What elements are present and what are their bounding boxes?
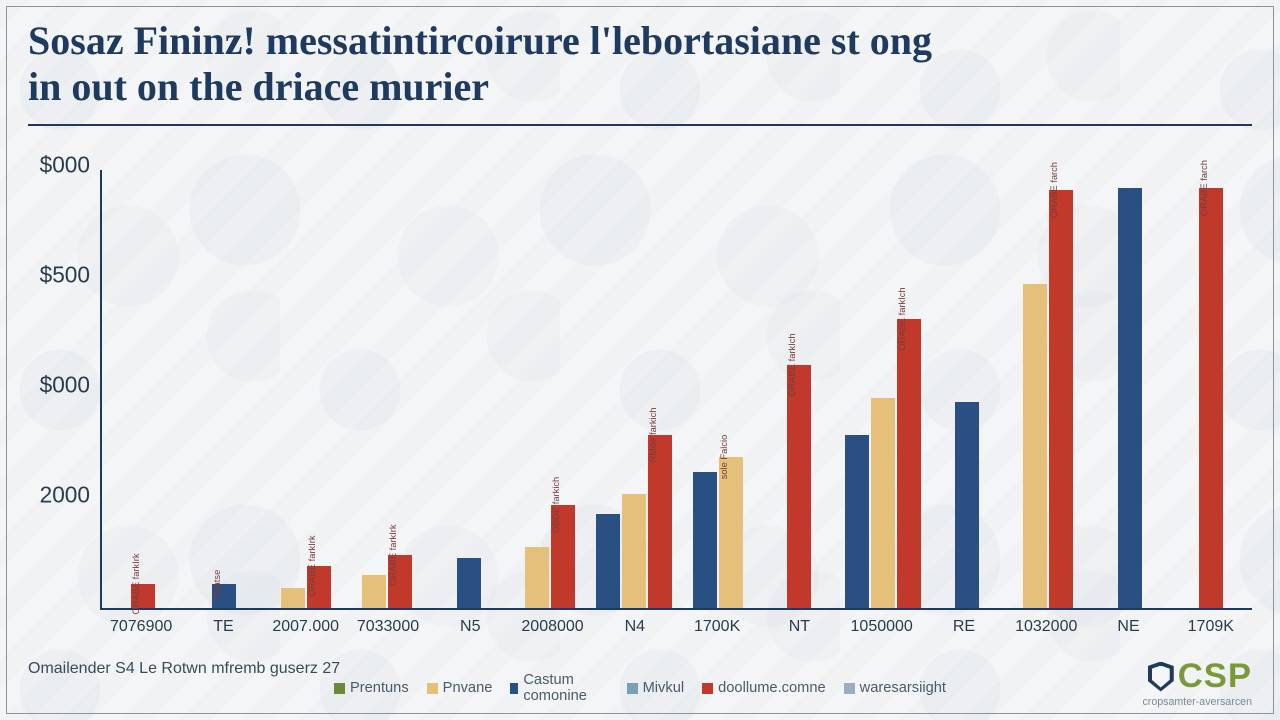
x-tick-label: 2008000 <box>511 610 593 650</box>
bar-group: RMde farkich <box>591 170 677 608</box>
bar <box>596 514 620 608</box>
bar-group: ORABE farkIrk <box>265 170 347 608</box>
bar: ORABE farkIch <box>897 319 921 608</box>
shield-icon <box>1148 662 1174 692</box>
legend-item: Prentuns <box>334 672 409 704</box>
x-tick-label: 2007.000 <box>265 610 347 650</box>
legend-swatch <box>702 683 713 694</box>
legend-swatch <box>510 683 518 694</box>
legend-label: Pnvane <box>443 680 493 696</box>
bar <box>1023 284 1047 608</box>
bar-value-label: ORABE farch <box>1049 162 1061 218</box>
legend-label: doollume.comne <box>718 680 826 696</box>
bar <box>525 547 549 608</box>
bar-value-label: OBDE farkich <box>551 477 563 534</box>
legend-swatch <box>627 683 638 694</box>
bar: ORABE farkIrk <box>307 566 331 608</box>
footer: Omailender S4 Le Rotwn mfremb guserz 27 … <box>28 660 1252 710</box>
bar: faratse <box>212 584 236 608</box>
legend-label: Prentuns <box>350 680 409 696</box>
bar-group <box>428 170 510 608</box>
legend-label: Castum comonine <box>523 672 608 704</box>
bar <box>693 472 717 608</box>
bar-group: ORABE farch <box>1008 170 1090 608</box>
legend-swatch <box>427 683 438 694</box>
logo-subtext: cropsamter-aversarcen <box>1142 696 1252 708</box>
x-tick-label: NE <box>1087 610 1169 650</box>
bar-value-label: RMde farkich <box>648 408 660 463</box>
brand-logo: CSP cropsamter-aversarcen <box>1142 657 1252 708</box>
x-tick-label: N5 <box>429 610 511 650</box>
legend-swatch <box>844 683 855 694</box>
logo-text: CSP <box>1178 657 1252 696</box>
legend-swatch <box>334 683 345 694</box>
bar: ORABE farch <box>1199 188 1223 608</box>
bar <box>845 435 869 608</box>
bar-group: sole Falcio <box>677 170 759 608</box>
bar-group: OBDE farkich <box>510 170 592 608</box>
x-tick-label: 1709K <box>1170 610 1252 650</box>
bar-value-label: ORABE farch <box>1199 160 1211 216</box>
bar-group <box>1089 170 1171 608</box>
y-tick-label: $000 <box>28 152 90 179</box>
bar: OBDE farkich <box>551 505 575 608</box>
legend-label: waresarsiight <box>860 680 946 696</box>
y-tick-label: $500 <box>28 262 90 289</box>
x-tick-label: 7076900 <box>100 610 182 650</box>
bar <box>955 402 979 608</box>
bar-group <box>926 170 1008 608</box>
x-axis-labels: 7076900TE2007.0007033000N52008000N41700K… <box>100 610 1252 650</box>
y-tick-label: 2000 <box>28 482 90 509</box>
bar <box>871 398 895 608</box>
x-tick-label: 1700K <box>676 610 758 650</box>
x-tick-label: NT <box>758 610 840 650</box>
chart-title-block: Sosaz Fininz! messatintircoirure l'lebor… <box>28 18 1252 126</box>
legend-item: Pnvane <box>427 672 493 704</box>
bar: ORABE farch <box>1049 190 1073 608</box>
title-line-2: in out on the driace murier <box>28 64 1252 110</box>
bar: ORABE farkIrk <box>131 584 155 608</box>
source-note: Omailender S4 Le Rotwn mfremb guserz 27 <box>28 660 340 678</box>
legend: Prentuns Pnvane Castum comonine Mivkul dooll… <box>334 672 946 704</box>
bar-value-label: sole Falcio <box>719 435 731 480</box>
title-line-1: Sosaz Fininz! messatintircoirure l'lebor… <box>28 18 1252 64</box>
bar-value-label: ORABE farkIch <box>787 333 799 396</box>
bar-group: ORABE farkIrk <box>102 170 184 608</box>
legend-item: waresarsiight <box>844 672 946 704</box>
bar-group: ORABE farch <box>1171 170 1253 608</box>
plot-region: ORABE farkIrkfaratseORABE farkIrkORABE f… <box>100 170 1252 610</box>
bar <box>622 494 646 608</box>
bar-group: ORABE farkIch <box>840 170 926 608</box>
bar-value-label: ORABE farkIrk <box>131 553 143 614</box>
bar: ORABE farkIrk <box>388 555 412 608</box>
bar-group: ORABE farkIch <box>759 170 841 608</box>
bar-group: faratse <box>184 170 266 608</box>
bar: ORABE farkIch <box>787 365 811 608</box>
bar-value-label: faratse <box>212 570 224 599</box>
y-tick-label: $000 <box>28 372 90 399</box>
bar-group: ORABE farkIrk <box>347 170 429 608</box>
legend-item: Castum comonine <box>510 672 608 704</box>
bar-groups: ORABE farkIrkfaratseORABE farkIrkORABE f… <box>102 170 1252 608</box>
bar-value-label: ORABE farkIch <box>897 287 909 350</box>
bar: RMde farkich <box>648 435 672 608</box>
y-axis: 2000$000$500$000 <box>28 170 98 610</box>
bar-value-label: ORABE farkIrk <box>388 525 400 586</box>
x-tick-label: TE <box>182 610 264 650</box>
bar: sole Falcio <box>719 457 743 608</box>
bar <box>457 558 481 608</box>
x-tick-label: N4 <box>594 610 676 650</box>
x-tick-label: RE <box>923 610 1005 650</box>
legend-item: doollume.comne <box>702 672 826 704</box>
x-tick-label: 1032000 <box>1005 610 1087 650</box>
bar <box>1118 188 1142 608</box>
bar <box>281 588 305 608</box>
legend-label: Mivkul <box>643 680 685 696</box>
legend-item: Mivkul <box>627 672 685 704</box>
bar-value-label: ORABE farkIrk <box>307 536 319 597</box>
x-tick-label: 1050000 <box>841 610 923 650</box>
chart-area: 2000$000$500$000 ORABE farkIrkfaratseORA… <box>28 170 1252 650</box>
bar <box>362 575 386 608</box>
x-tick-label: 7033000 <box>347 610 429 650</box>
